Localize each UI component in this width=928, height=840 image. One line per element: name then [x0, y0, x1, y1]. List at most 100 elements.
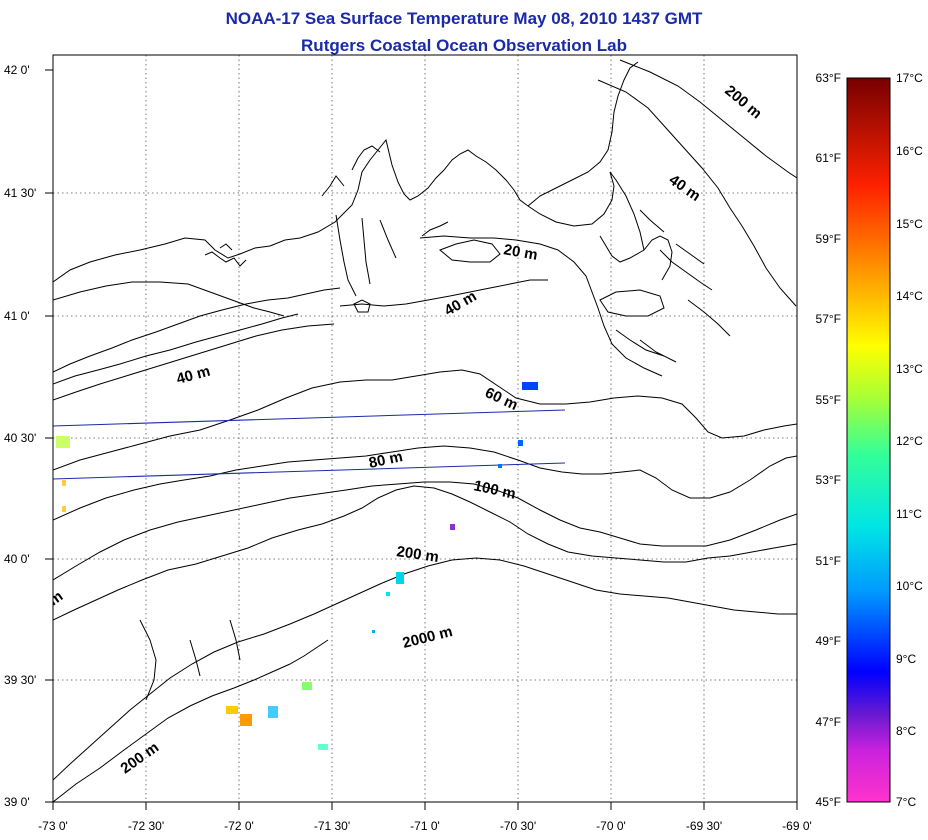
sst-data-patches [56, 382, 538, 750]
lat-label: 41 0' [4, 309, 30, 323]
lon-label: -73 0' [38, 819, 68, 833]
fahrenheit-label: 53°F [816, 473, 841, 487]
sst-patch [396, 572, 404, 584]
coastline-cape-shoals [639, 209, 713, 291]
fahrenheit-label: 49°F [816, 634, 841, 648]
lat-label: 42 0' [4, 63, 30, 77]
lon-label: -72 30' [128, 819, 164, 833]
sst-patch [386, 592, 390, 596]
lon-label: -71 0' [410, 819, 440, 833]
celsius-label: 10°C [896, 579, 923, 593]
fahrenheit-label: 61°F [816, 151, 841, 165]
coastline-mass-bay [527, 61, 639, 207]
coastline-marthas-vineyard [439, 239, 501, 263]
contour-200m-south [53, 639, 329, 802]
longitude-labels: -73 0' -72 30' -72 0' -71 30' -71 0' -70… [38, 819, 812, 833]
bathymetry-contours [53, 59, 797, 802]
celsius-label: 12°C [896, 434, 923, 448]
sst-patch [302, 682, 312, 690]
fahrenheit-label: 59°F [816, 232, 841, 246]
contour-40m-shelf [339, 279, 548, 307]
lon-label: -70 30' [500, 819, 536, 833]
axis-ticks [45, 69, 798, 810]
fahrenheit-label: 51°F [816, 554, 841, 568]
fahrenheit-label: 57°F [816, 312, 841, 326]
lon-label: -69 0' [782, 819, 812, 833]
celsius-label: 16°C [896, 144, 923, 158]
lat-label: 40 30' [4, 431, 36, 445]
survey-tracks [53, 409, 566, 480]
coastline-elizabeth-islands [421, 221, 449, 237]
celsius-label: 15°C [896, 217, 923, 231]
colorbar-fahrenheit-labels: 63°F 61°F 59°F 57°F 55°F 53°F 51°F 49°F … [816, 71, 841, 809]
coastline-nantucket-shoals [615, 299, 731, 363]
sst-patch [62, 506, 66, 512]
coastline [53, 61, 731, 385]
celsius-label: 9°C [896, 652, 916, 666]
latitude-labels: 42 0' 41 30' 41 0' 40 30' 40 0' 39 30' 3… [4, 63, 36, 809]
sst-patch [372, 630, 375, 633]
coastline-ct-islands [204, 243, 247, 267]
graticule [53, 55, 797, 802]
fahrenheit-label: 45°F [816, 795, 841, 809]
sst-patch [62, 480, 66, 486]
contour-40m-sound [53, 281, 285, 317]
sst-patch [450, 524, 455, 530]
track-line-north [53, 409, 566, 427]
fahrenheit-label: 47°F [816, 715, 841, 729]
lon-label: -70 0' [596, 819, 626, 833]
contour-200m [53, 485, 797, 621]
contour-100m [53, 481, 797, 581]
contour-60m [53, 369, 797, 471]
map-subtitle: Rutgers Coastal Ocean Observation Lab [301, 36, 627, 55]
sst-patch [318, 744, 328, 750]
lat-label: 39 0' [4, 795, 30, 809]
contour-2000m [53, 557, 797, 781]
contour-80m [53, 445, 797, 521]
lat-label: 39 30' [4, 673, 36, 687]
sst-patch [498, 464, 502, 468]
coastline-nantucket [599, 289, 665, 317]
contour-label: 200 m [395, 543, 439, 566]
coastline-cape-cod [527, 171, 645, 251]
coastline-narragansett-bay [335, 214, 397, 297]
contour-label: 20 m [502, 241, 539, 264]
coastline-block-island [353, 299, 371, 313]
contour-20m [419, 235, 663, 377]
lon-label: -72 0' [224, 819, 254, 833]
fahrenheit-label: 63°F [816, 71, 841, 85]
sst-patch [522, 382, 538, 390]
coastline-ri-coves [321, 145, 381, 197]
fahrenheit-label: 55°F [816, 393, 841, 407]
sst-patch [518, 440, 523, 446]
celsius-label: 13°C [896, 362, 923, 376]
lat-label: 40 0' [4, 552, 30, 566]
celsius-label: 17°C [896, 71, 923, 85]
celsius-label: 14°C [896, 289, 923, 303]
sst-patch [268, 706, 278, 718]
colorbar-celsius-labels: 17°C 16°C 15°C 14°C 13°C 12°C 11°C 10°C … [896, 71, 923, 809]
lon-label: -71 30' [314, 819, 350, 833]
celsius-label: 11°C [896, 507, 922, 521]
celsius-label: 7°C [896, 795, 916, 809]
coastline-connecticut [53, 138, 529, 283]
coastline-cape-cod-arm [599, 235, 673, 281]
coastline-long-island [53, 287, 341, 373]
contour-200m-ne [619, 59, 797, 179]
contour-40m-north [597, 79, 797, 307]
colorbar-gradient-bar [846, 77, 891, 803]
sst-patch [56, 436, 70, 448]
map-title: NOAA-17 Sea Surface Temperature May 08, … [225, 9, 703, 28]
colorbar: 63°F 61°F 59°F 57°F 55°F 53°F 51°F 49°F … [816, 71, 924, 809]
track-line-south [53, 462, 566, 480]
contour-label: 80 m [367, 448, 404, 472]
lon-label: -69 30' [686, 819, 722, 833]
sst-patch [240, 714, 252, 726]
celsius-label: 8°C [896, 724, 916, 738]
lat-label: 41 30' [4, 186, 36, 200]
coastline-long-island-south [53, 313, 299, 385]
contour-deep-canyon [139, 619, 241, 701]
contour-40m-li [53, 323, 335, 401]
sst-patch [226, 706, 238, 714]
